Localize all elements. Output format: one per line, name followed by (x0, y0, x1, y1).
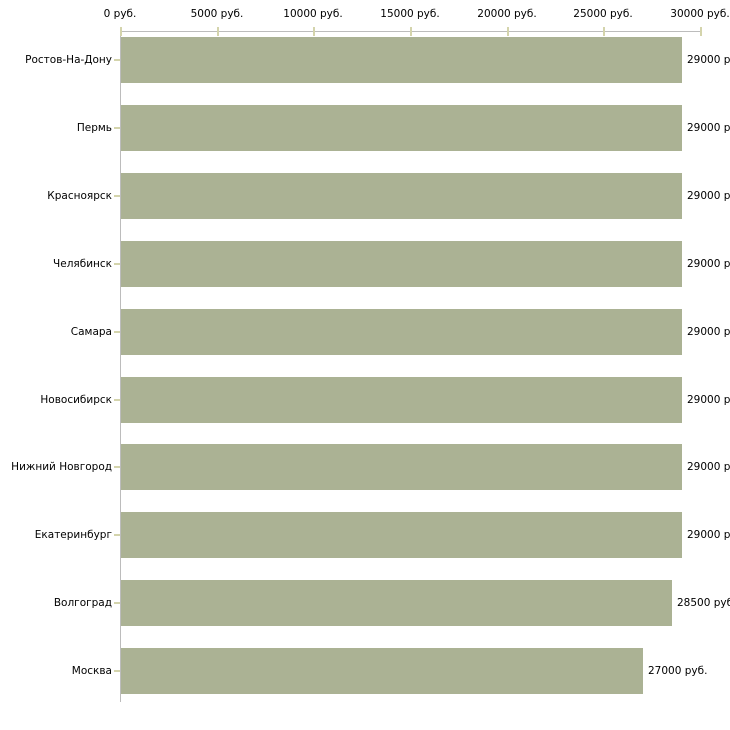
category-label: Нижний Новгород (11, 461, 112, 473)
value-label: 29000 руб. (687, 529, 730, 541)
bar (121, 580, 672, 626)
x-axis-tick-label: 30000 руб. (670, 8, 730, 20)
x-axis-tick (700, 27, 702, 36)
category-label: Красноярск (47, 190, 112, 202)
value-label: 27000 руб. (648, 665, 708, 677)
value-label: 29000 руб. (687, 190, 730, 202)
x-axis-tick-label: 15000 руб. (380, 8, 440, 20)
category-label: Челябинск (53, 258, 112, 270)
category-label: Волгоград (53, 597, 112, 609)
value-label: 29000 руб. (687, 394, 730, 406)
bar (121, 173, 682, 219)
value-label: 29000 руб. (687, 122, 730, 134)
value-label: 29000 руб. (687, 258, 730, 270)
y-axis-tick (114, 670, 120, 672)
y-axis-tick (114, 534, 120, 536)
bar (121, 377, 682, 423)
category-label: Москва (71, 665, 112, 677)
x-axis-tick-label: 0 руб. (103, 8, 137, 20)
bar (121, 105, 682, 151)
bar (121, 37, 682, 83)
x-axis-tick (410, 27, 412, 36)
y-axis-tick (114, 331, 120, 333)
y-axis-line (120, 31, 121, 702)
value-label: 29000 руб. (687, 54, 730, 66)
category-label: Самара (70, 326, 112, 338)
x-axis-tick-label: 25000 руб. (573, 8, 633, 20)
x-axis-tick (603, 27, 605, 36)
x-axis-tick (120, 27, 122, 36)
value-label: 29000 руб. (687, 326, 730, 338)
y-axis-tick (114, 263, 120, 265)
y-axis-tick (114, 399, 120, 401)
category-label: Ростов-На-Дону (25, 54, 112, 66)
value-label: 28500 руб. (677, 597, 730, 609)
bar (121, 648, 643, 694)
x-axis-tick-label: 10000 руб. (283, 8, 343, 20)
y-axis-tick (114, 59, 120, 61)
y-axis-tick (114, 466, 120, 468)
y-axis-tick (114, 195, 120, 197)
bar (121, 241, 682, 287)
category-label: Новосибирск (40, 394, 112, 406)
x-axis-tick-label: 5000 руб. (190, 8, 244, 20)
y-axis-tick (114, 127, 120, 129)
x-axis-tick (217, 27, 219, 36)
bar (121, 512, 682, 558)
value-label: 29000 руб. (687, 461, 730, 473)
category-label: Пермь (76, 122, 112, 134)
x-axis-tick (507, 27, 509, 36)
category-label: Екатеринбург (34, 529, 112, 541)
x-axis-tick (313, 27, 315, 36)
bar (121, 309, 682, 355)
bar (121, 444, 682, 490)
x-axis-tick-label: 20000 руб. (477, 8, 537, 20)
y-axis-tick (114, 602, 120, 604)
